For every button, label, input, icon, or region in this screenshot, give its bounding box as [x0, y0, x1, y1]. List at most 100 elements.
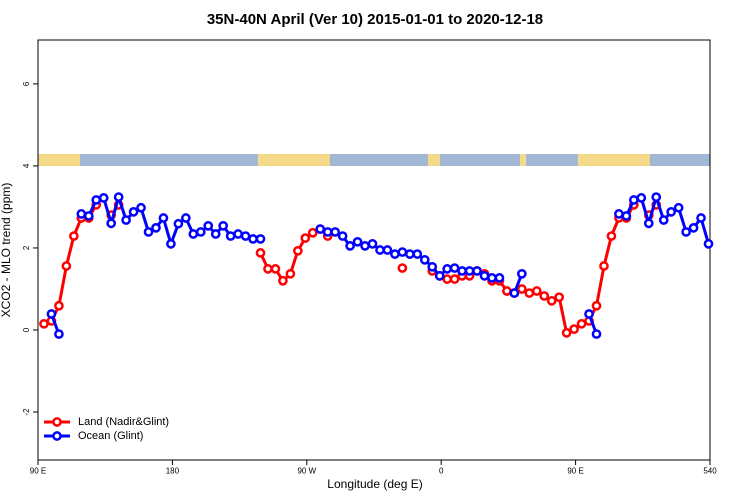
data-point: [666, 207, 677, 217]
data-point: [263, 264, 273, 274]
data-point: [83, 211, 94, 221]
data-point: [255, 248, 266, 258]
data-point: [240, 231, 251, 241]
data-point: [614, 209, 624, 219]
data-point: [516, 284, 527, 294]
data-point: [509, 288, 520, 298]
data-point: [360, 241, 370, 251]
data-point: [113, 192, 124, 202]
data-point: [128, 207, 139, 217]
legend-label: Ocean (Glint): [78, 430, 143, 442]
data-point: [464, 266, 475, 276]
data-point: [39, 318, 49, 329]
data-point: [442, 264, 453, 274]
data-point: [270, 264, 281, 274]
data-point: [285, 268, 296, 279]
data-point: [121, 215, 131, 225]
data-point: [658, 215, 669, 225]
y-tick-label: 6: [22, 81, 31, 86]
data-point: [292, 245, 303, 256]
legend-label: Land (Nadir&Glint): [78, 416, 169, 428]
data-point: [531, 286, 542, 296]
data-point: [449, 274, 460, 284]
data-point: [472, 266, 482, 276]
data-point: [195, 227, 206, 237]
data-point: [106, 218, 117, 229]
data-point: [203, 220, 214, 231]
data-point: [166, 238, 176, 249]
data-point: [703, 238, 714, 249]
data-point: [68, 231, 79, 241]
data-point: [46, 309, 57, 319]
data-point: [61, 261, 72, 271]
x-tick-label: 540: [703, 467, 717, 476]
y-axis-label: XCO2 - MLO trend (ppm): [0, 183, 13, 318]
data-point: [696, 213, 706, 223]
data-point: [315, 224, 326, 234]
data-point: [606, 231, 617, 241]
data-point: [210, 229, 221, 239]
legend: Land (Nadir&Glint) Ocean (Glint): [44, 416, 169, 442]
data-point: [419, 254, 430, 265]
x-tick-label: 0: [439, 467, 444, 476]
ocean-strip: [38, 154, 710, 166]
data-point: [278, 275, 288, 286]
y-tick-label: 0: [22, 327, 31, 332]
data-point: [561, 328, 572, 338]
data-point: [330, 227, 341, 237]
data-point: [628, 195, 639, 205]
x-tick-label: 90 W: [297, 467, 316, 476]
data-point: [599, 261, 609, 271]
land-strip: [520, 154, 526, 166]
data-point: [457, 266, 467, 276]
data-point: [54, 300, 64, 311]
data-point: [576, 318, 587, 329]
data-point: [375, 245, 385, 255]
data-point: [345, 241, 355, 251]
series: [46, 192, 714, 339]
data-point: [651, 192, 662, 202]
data-point: [76, 209, 87, 219]
data-point: [173, 218, 184, 229]
data-point: [673, 202, 684, 213]
data-point: [397, 247, 408, 257]
data-point: [434, 270, 445, 281]
data-point: [158, 213, 169, 223]
land-strip: [38, 154, 80, 166]
data-point: [591, 300, 602, 311]
data-point: [502, 286, 512, 296]
data-point: [367, 238, 378, 249]
data-point: [307, 227, 318, 238]
data-point: [322, 227, 333, 237]
data-point: [218, 220, 229, 231]
data-point: [98, 193, 109, 203]
chart-title: 35N-40N April (Ver 10) 2015-01-01 to 202…: [207, 11, 543, 28]
data-point: [494, 273, 505, 283]
data-point: [554, 292, 565, 303]
data-point: [569, 324, 579, 335]
data-point: [449, 263, 460, 273]
land-strip: [578, 154, 650, 166]
data-point: [91, 195, 102, 205]
data-point: [591, 329, 602, 339]
data-point: [636, 193, 647, 203]
data-point: [248, 234, 258, 244]
y-tick-label: 2: [22, 245, 31, 250]
legend-marker: [52, 417, 62, 427]
data-point: [300, 233, 311, 243]
legend-marker: [52, 431, 62, 441]
y-tick-label: -2: [22, 408, 31, 416]
data-point: [427, 261, 438, 272]
data-point: [352, 236, 363, 247]
data-point: [143, 227, 154, 237]
data-point: [643, 218, 654, 229]
data-point: [225, 231, 236, 241]
data-point: [412, 249, 423, 259]
data-point: [54, 329, 64, 339]
data-point: [255, 234, 266, 244]
data-point: [524, 288, 535, 298]
data-point: [404, 249, 415, 259]
data-point: [539, 291, 550, 301]
data-point: [681, 227, 691, 237]
